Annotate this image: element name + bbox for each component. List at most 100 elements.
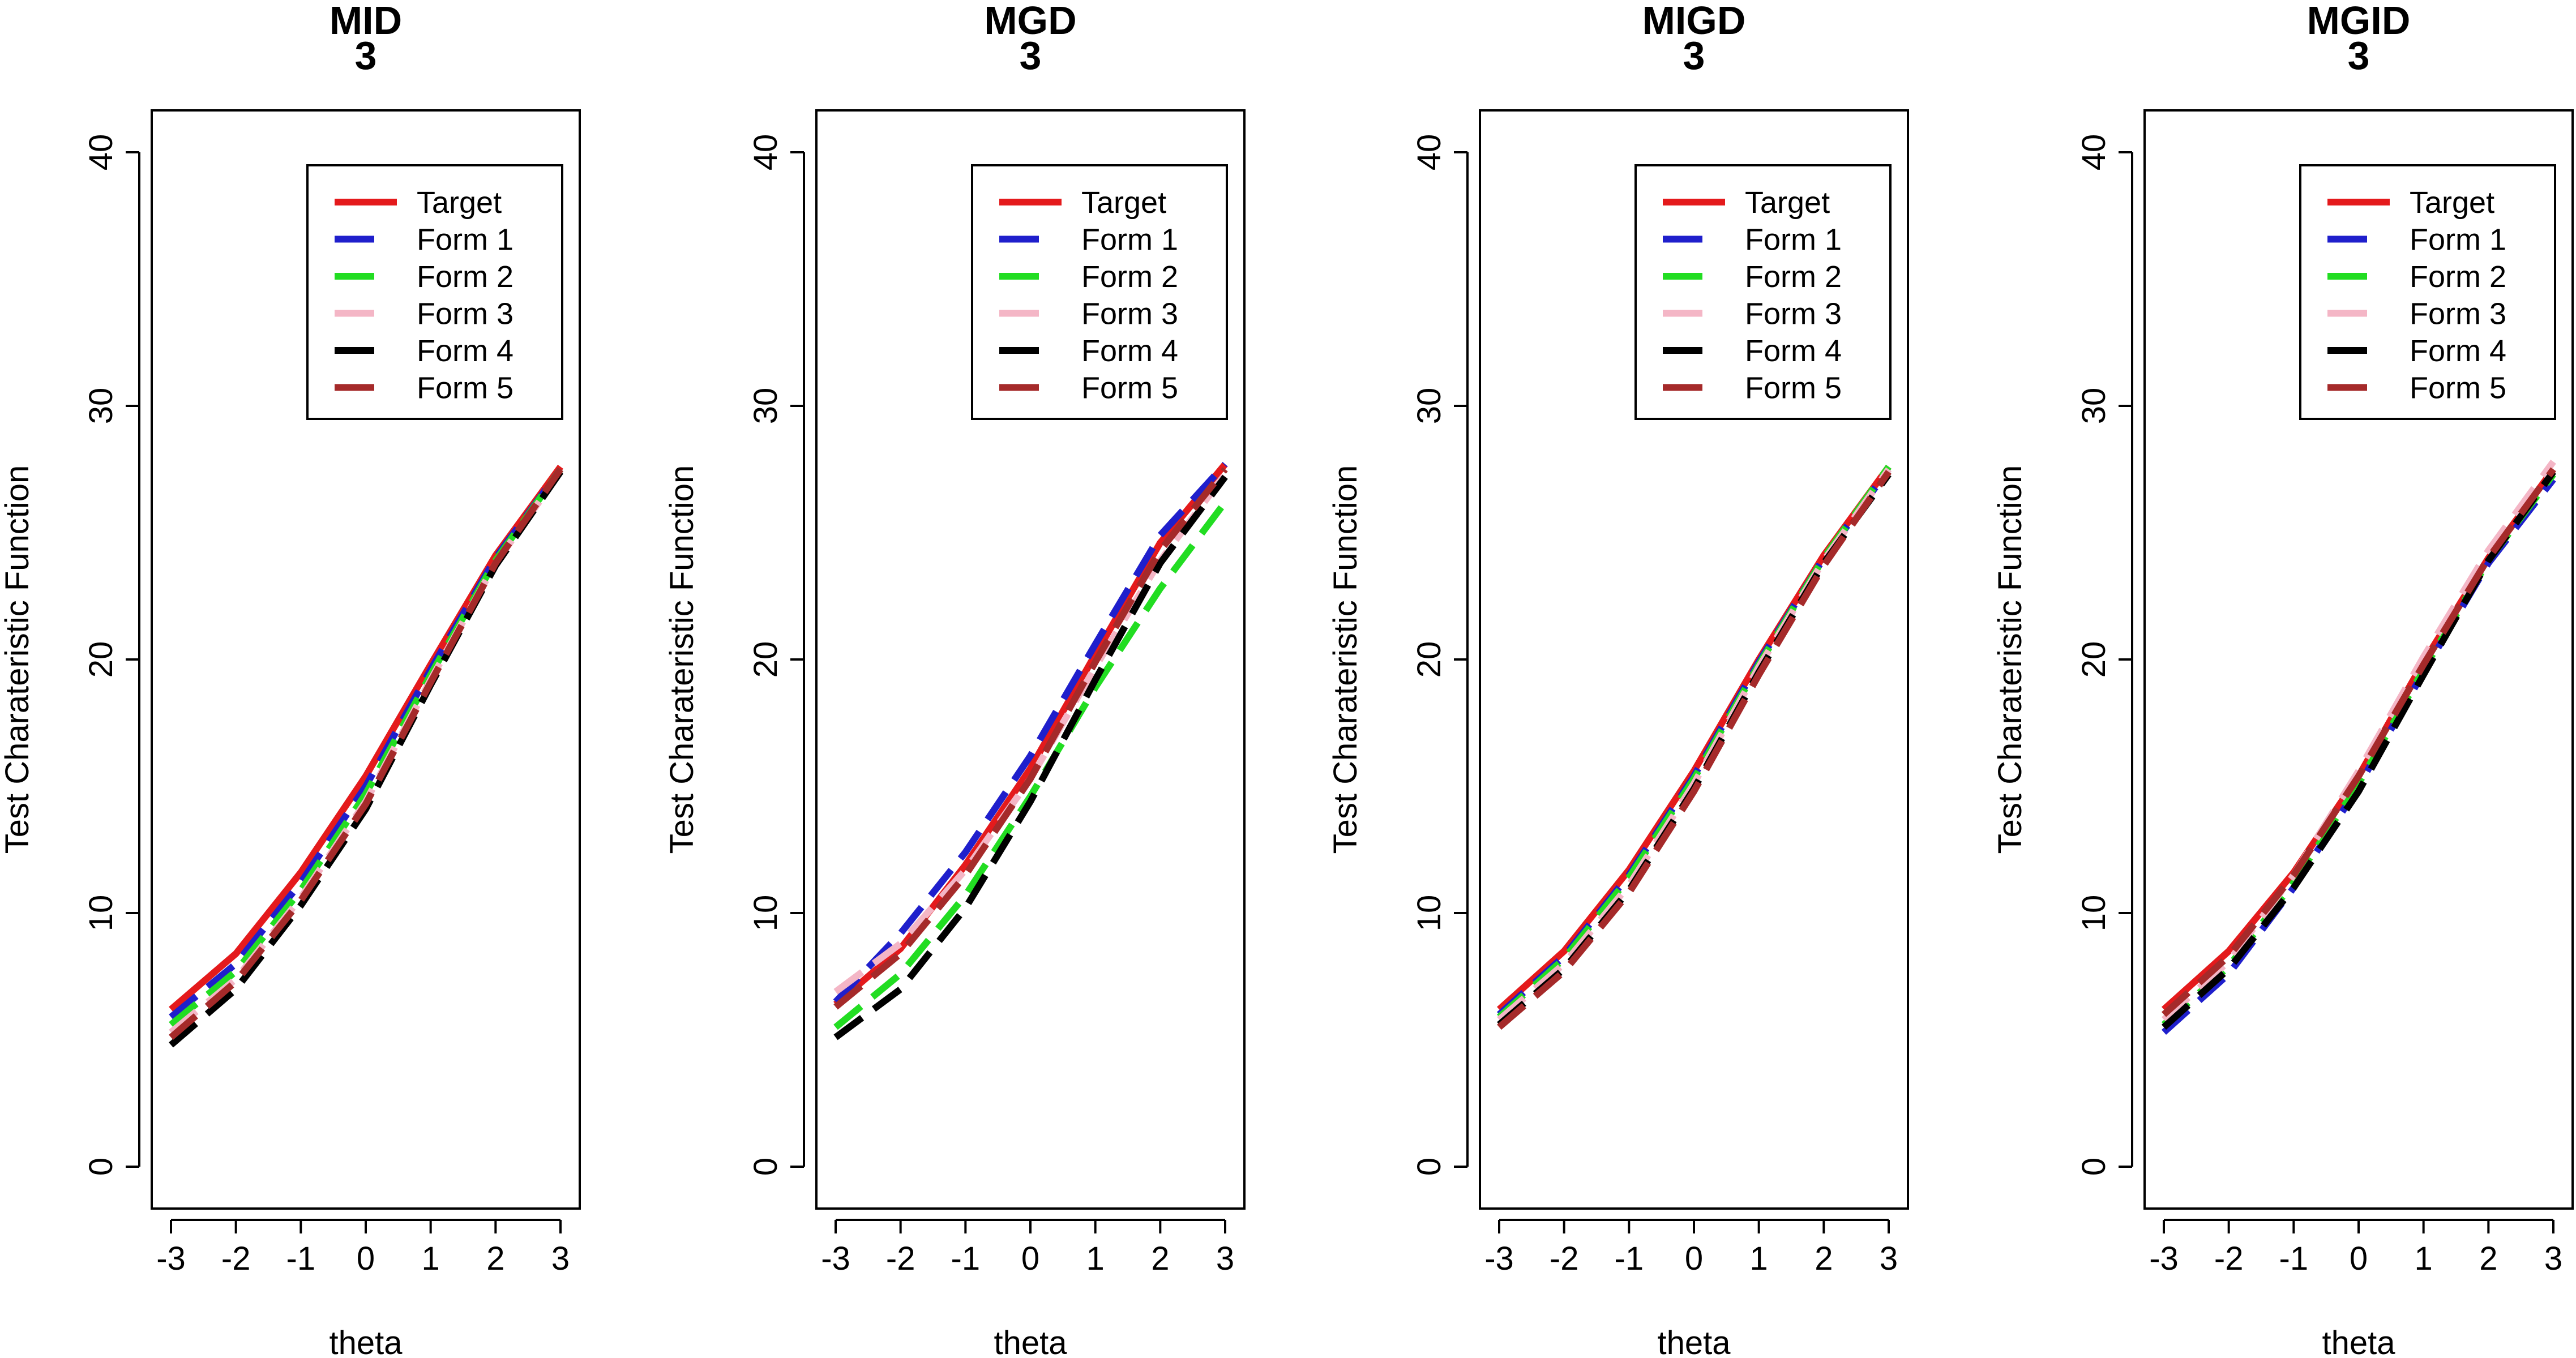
legend-item: Form 5 bbox=[1663, 371, 1842, 405]
series-line-form-5 bbox=[169, 467, 563, 1040]
series-lines bbox=[169, 464, 563, 1048]
y-axis: 0 10 20 30 40 Test Charateristic Function bbox=[0, 134, 140, 1176]
x-axis: -3 -2 -1 0 1 2 3 theta bbox=[156, 1219, 570, 1358]
series-line-form-4 bbox=[833, 474, 1228, 1040]
legend-item: Target bbox=[2327, 186, 2494, 220]
legend-box bbox=[971, 164, 1228, 420]
x-tick-label: -3 bbox=[2149, 1240, 2179, 1277]
legend-label: Form 2 bbox=[1081, 260, 1178, 294]
panel-title: MID bbox=[330, 0, 402, 42]
legend-label: Target bbox=[417, 186, 502, 220]
x-tick-label: -1 bbox=[951, 1240, 981, 1277]
panel-title: MGID bbox=[2307, 0, 2411, 42]
y-tick-label: 30 bbox=[1411, 388, 1448, 425]
y-tick-label: 0 bbox=[2076, 1158, 2112, 1176]
panel-subtitle: 3 bbox=[1020, 33, 1042, 78]
plot-frame bbox=[2143, 109, 2574, 1210]
plot-frame bbox=[1479, 109, 1909, 1210]
x-tick-label: 3 bbox=[1216, 1240, 1234, 1277]
x-tick-label: -1 bbox=[286, 1240, 316, 1277]
x-tick-label: 1 bbox=[1086, 1240, 1105, 1277]
series-line-target bbox=[833, 462, 1228, 1007]
x-tick-label: -1 bbox=[1615, 1240, 1644, 1277]
x-tick-label: 1 bbox=[422, 1240, 440, 1277]
x-tick-label: -2 bbox=[2214, 1240, 2244, 1277]
y-axis: 0 10 20 30 40 Test Charateristic Function bbox=[1327, 134, 1469, 1176]
x-tick-label: -1 bbox=[2279, 1240, 2309, 1277]
legend-item: Form 1 bbox=[2327, 223, 2506, 257]
legend-item: Form 1 bbox=[1663, 223, 1842, 257]
legend-box bbox=[1634, 164, 1892, 420]
series-lines bbox=[833, 461, 1228, 1040]
x-tick-label: 2 bbox=[486, 1240, 504, 1277]
y-tick-label: 10 bbox=[2076, 895, 2112, 932]
legend-item: Form 3 bbox=[335, 297, 514, 331]
y-axis-label: Test Charateristic Function bbox=[664, 465, 700, 854]
legend-item: Form 5 bbox=[335, 371, 514, 405]
y-tick-label: 10 bbox=[83, 895, 119, 932]
x-tick-label: -3 bbox=[156, 1240, 186, 1277]
y-tick-label: 10 bbox=[1411, 895, 1448, 932]
x-tick-label: 3 bbox=[1880, 1240, 1898, 1277]
legend-label: Form 3 bbox=[417, 297, 514, 331]
legend-label: Form 4 bbox=[1745, 334, 1842, 368]
x-tick-label: -3 bbox=[1484, 1240, 1514, 1277]
legend-item: Form 1 bbox=[335, 223, 514, 257]
legend-label: Form 1 bbox=[2410, 223, 2506, 257]
legend-label: Form 5 bbox=[2410, 371, 2506, 405]
plot-frame bbox=[151, 109, 581, 1210]
legend-item: Form 3 bbox=[2327, 297, 2506, 331]
legend-item: Form 2 bbox=[335, 260, 514, 294]
x-tick-label: 0 bbox=[1685, 1240, 1703, 1277]
legend-item: Form 4 bbox=[999, 334, 1178, 368]
y-tick-label: 20 bbox=[1411, 641, 1448, 678]
x-axis-label: theta bbox=[330, 1325, 403, 1358]
legend-label: Form 1 bbox=[417, 223, 514, 257]
x-tick-label: 0 bbox=[2350, 1240, 2368, 1277]
legend-item: Form 4 bbox=[1663, 334, 1842, 368]
plot-frame bbox=[815, 109, 1246, 1210]
y-axis: 0 10 20 30 40 Test Charateristic Function bbox=[1992, 134, 2133, 1176]
x-axis: -3 -2 -1 0 1 2 3 theta bbox=[821, 1219, 1234, 1358]
x-tick-label: -2 bbox=[1550, 1240, 1579, 1277]
legend-label: Form 5 bbox=[1745, 371, 1842, 405]
x-axis: -3 -2 -1 0 1 2 3 theta bbox=[2149, 1219, 2562, 1358]
x-tick-label: 1 bbox=[1750, 1240, 1768, 1277]
legend-label: Form 5 bbox=[417, 371, 514, 405]
x-tick-label: 2 bbox=[1815, 1240, 1833, 1277]
legend-item: Form 1 bbox=[999, 223, 1178, 257]
legend-item: Form 3 bbox=[999, 297, 1178, 331]
legend-label: Form 3 bbox=[1081, 297, 1178, 331]
y-tick-label: 0 bbox=[747, 1158, 784, 1176]
legend-label: Form 3 bbox=[2410, 297, 2506, 331]
legend-item: Form 3 bbox=[1663, 297, 1842, 331]
y-tick-label: 30 bbox=[747, 388, 784, 425]
y-tick-label: 30 bbox=[83, 388, 119, 425]
y-tick-label: 20 bbox=[747, 641, 784, 678]
legend-item: Form 5 bbox=[999, 371, 1178, 405]
x-tick-label: 3 bbox=[551, 1240, 570, 1277]
panel-title: MGD bbox=[984, 0, 1076, 42]
legend-item: Form 4 bbox=[2327, 334, 2506, 368]
series-line-form-1 bbox=[833, 461, 1228, 1004]
legend-label: Form 2 bbox=[2410, 260, 2506, 294]
series-line-form-4 bbox=[2161, 469, 2556, 1030]
legend-label: Form 1 bbox=[1745, 223, 1842, 257]
y-axis-label: Test Charateristic Function bbox=[1327, 465, 1364, 854]
legend-item: Target bbox=[999, 186, 1166, 220]
x-axis-label: theta bbox=[2322, 1325, 2396, 1358]
panel-subtitle: 3 bbox=[355, 33, 377, 78]
legend-label: Target bbox=[1745, 186, 1830, 220]
legend-label: Form 4 bbox=[417, 334, 514, 368]
panel-title: MIGD bbox=[1642, 0, 1746, 42]
legend-label: Form 2 bbox=[1745, 260, 1842, 294]
legend-item: Form 5 bbox=[2327, 371, 2506, 405]
legend-label: Form 5 bbox=[1081, 371, 1178, 405]
panel-subtitle: 3 bbox=[1683, 33, 1705, 78]
y-tick-label: 30 bbox=[2076, 388, 2112, 425]
